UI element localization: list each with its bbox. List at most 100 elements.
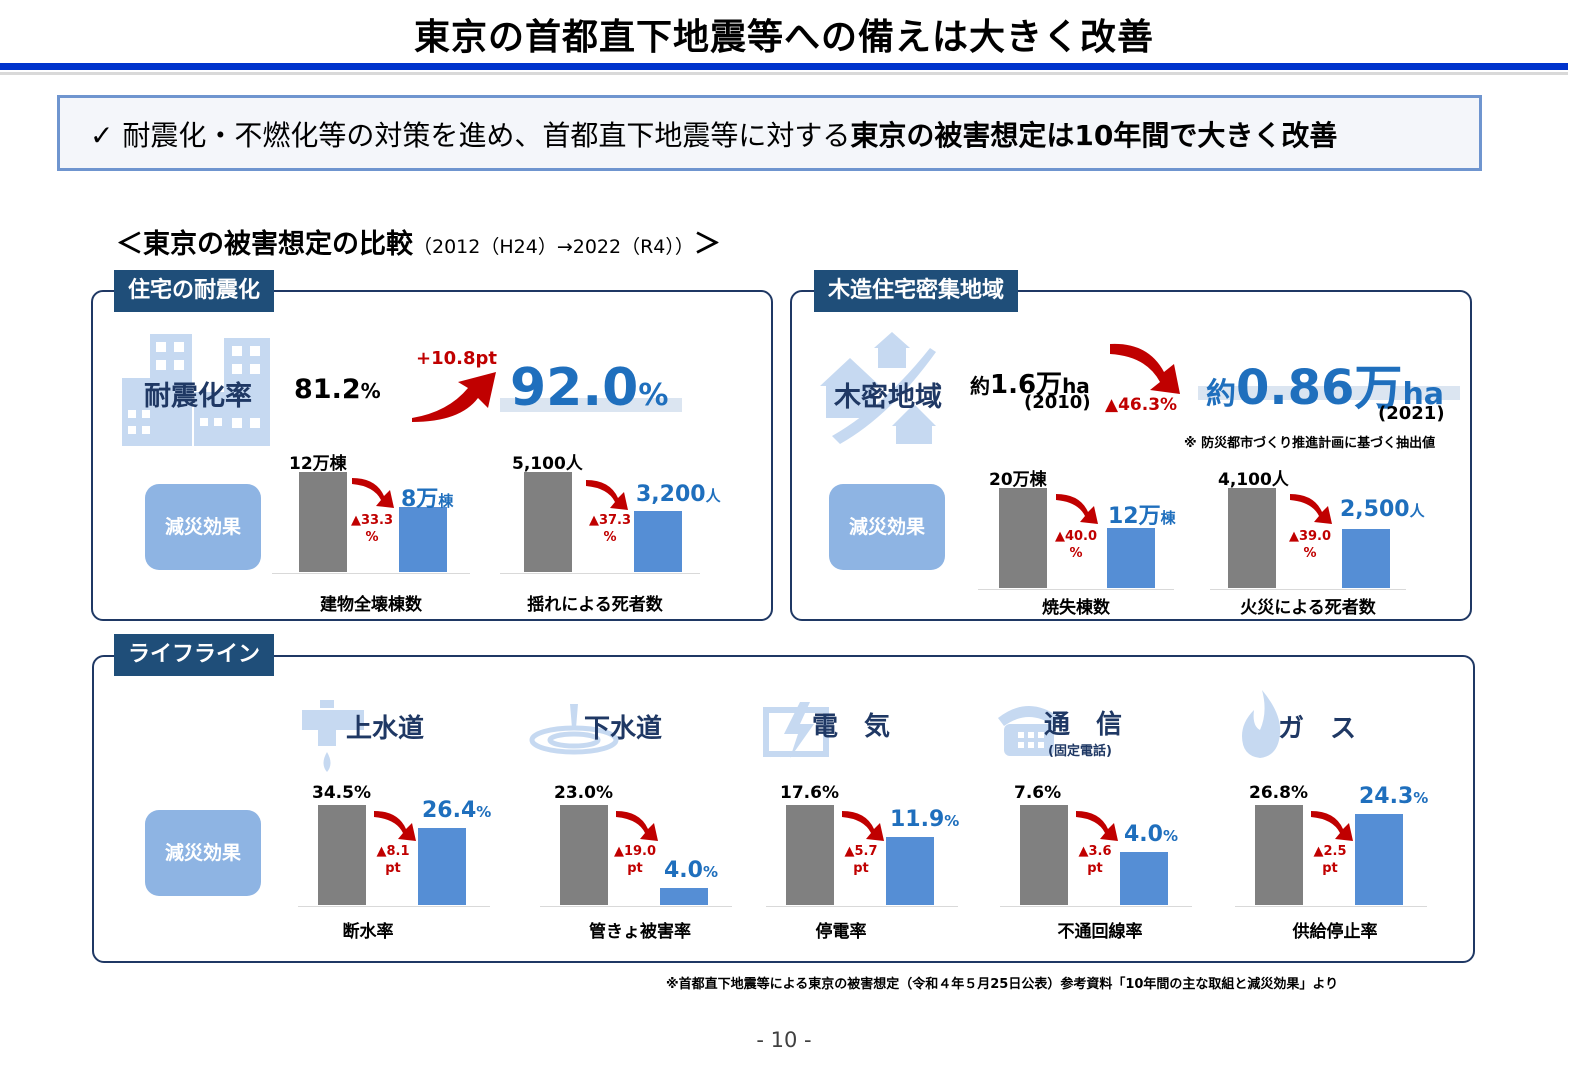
- chart-after-label: 4.0%: [1124, 822, 1178, 847]
- decrease-arrow-icon: [1076, 811, 1118, 841]
- decrease-value: ▲8.1: [376, 844, 410, 859]
- chart-category: 建物全壊棟数: [320, 595, 422, 615]
- decrease-unit: pt: [1087, 861, 1103, 876]
- check-icon: ✓: [90, 119, 114, 152]
- dense-area-note: ※ 防災都市づくり推進計画に基づく抽出値: [1184, 436, 1436, 451]
- chart-axis: [766, 906, 958, 907]
- source-note: ※首都直下地震等による東京の被害想定（令和４年５月25日公表）参考資料「10年間…: [666, 977, 1339, 992]
- bar-after: [1342, 529, 1390, 588]
- chart-before-label: 12万棟: [289, 454, 347, 474]
- chart-axis: [500, 573, 700, 574]
- chart-category: 焼失棟数: [1042, 598, 1110, 618]
- chart-before-label: 5,100人: [512, 454, 583, 474]
- decrease-arrow-icon: [1311, 811, 1353, 841]
- decrease-arrow-icon: [616, 811, 658, 841]
- seismic-rate-label: 耐震化率: [144, 381, 252, 412]
- decrease-value: ▲3.6: [1078, 844, 1112, 859]
- title-rule-shadow: [0, 72, 1568, 75]
- lifeline-subtitle-telecom: (固定電話): [1048, 744, 1112, 759]
- chart-category: 断水率: [342, 922, 394, 942]
- bar-before: [1228, 488, 1276, 588]
- after-value: 26.4: [422, 798, 477, 823]
- after-value: 24.3: [1359, 784, 1414, 809]
- comparison-close: ＞: [693, 229, 721, 260]
- effect-badge-housing: 減災効果: [145, 484, 261, 570]
- lifeline-title-water: 上水道: [346, 714, 425, 744]
- highlight-bar: [500, 398, 682, 412]
- bar-before: [999, 488, 1047, 588]
- dense-area-label: 木密地域: [834, 382, 942, 413]
- chart-axis: [978, 589, 1174, 590]
- bar-before: [318, 805, 366, 905]
- lifeline-title-telecom: 通 信: [1044, 710, 1123, 740]
- bar-after: [1355, 814, 1403, 905]
- lifeline-panel: [92, 655, 1475, 963]
- decrease-unit: pt: [853, 861, 869, 876]
- bar-after: [399, 507, 447, 572]
- page-number: - 10 -: [756, 1028, 812, 1052]
- chart-decrease: ▲19.0 pt: [612, 843, 658, 877]
- comparison-heading-text: ＜東京の被害想定の比較: [116, 229, 413, 260]
- chart-before-label: 7.6%: [1014, 783, 1062, 803]
- building-icon: [122, 334, 270, 446]
- after-value: 4.0: [1124, 822, 1163, 847]
- chart-category: 不通回線率: [1057, 922, 1143, 942]
- summary-normal: 耐震化・不燃化等の対策を進め、首都直下地震等に対する: [122, 119, 851, 152]
- bar-after: [1120, 852, 1168, 905]
- dense-area-before: 約1.6万ha: [970, 370, 1090, 400]
- chart-after-label: 8万棟: [401, 487, 454, 512]
- chart-decrease: ▲39.0%: [1288, 529, 1332, 561]
- summary-text: ✓ 耐震化・不燃化等の対策を進め、首都直下地震等に対する東京の被害想定は10年間…: [90, 114, 1337, 154]
- seismic-rate-before: 81.2%: [294, 374, 381, 405]
- after-unit: %: [1162, 827, 1179, 845]
- seismic-rate-delta: +10.8pt: [416, 348, 497, 369]
- chart-category: 揺れによる死者数: [527, 595, 663, 615]
- decrease-arrow-icon: [586, 480, 628, 510]
- chart-axis: [1000, 906, 1192, 907]
- bar-before: [299, 472, 347, 572]
- summary-bold: 東京の被害想定は10年間で大きく改善: [850, 119, 1338, 152]
- chart-category: 管きょ被害率: [589, 922, 691, 942]
- electric-icon: [763, 702, 829, 758]
- decrease-value: ▲19.0: [613, 844, 657, 859]
- after-unit: %: [1413, 789, 1429, 807]
- bar-after: [1107, 528, 1155, 588]
- chart-category: 供給停止率: [1292, 922, 1378, 942]
- chart-axis: [540, 906, 732, 907]
- chart-after-label: 3,200人: [636, 482, 721, 507]
- chart-before-label: 20万棟: [989, 470, 1047, 490]
- chart-before-label: 4,100人: [1218, 470, 1289, 490]
- decrease-value: ▲2.5: [1313, 844, 1347, 859]
- telephone-icon: [998, 706, 1060, 756]
- increase-arrow-icon: [412, 372, 496, 422]
- bar-after: [660, 888, 708, 905]
- bar-before: [560, 805, 608, 905]
- dense-area-before-year: (2010): [1024, 392, 1091, 413]
- chart-before-label: 34.5%: [312, 783, 371, 803]
- water-drop-icon: [529, 704, 619, 755]
- bar-before: [1255, 805, 1303, 905]
- chart-decrease: ▲33.3%: [350, 513, 394, 545]
- chart-decrease: ▲40.0%: [1054, 529, 1098, 561]
- effect-badge-wooden: 減災効果: [829, 484, 945, 570]
- after-value: 11.9: [890, 807, 945, 832]
- lifeline-title-gas: ガ ス: [1278, 714, 1357, 744]
- bar-before: [524, 472, 572, 572]
- chart-before-label: 26.8%: [1249, 783, 1308, 803]
- page-title: 東京の首都直下地震等への備えは大きく改善: [413, 17, 1154, 58]
- chart-decrease: ▲2.5 pt: [1307, 843, 1353, 877]
- wooden-tab: 木造住宅密集地域: [814, 270, 1019, 312]
- lifeline-title-electric: 電 気: [812, 712, 891, 742]
- title-rule: [0, 63, 1568, 70]
- dense-area-after: 約0.86万ha: [1206, 360, 1445, 416]
- decrease-arrow-icon: [1110, 343, 1180, 394]
- effect-badge-lifeline: 減災効果: [145, 810, 261, 896]
- after-unit: %: [476, 803, 492, 821]
- chart-axis: [272, 573, 470, 574]
- chart-before-label: 23.0%: [554, 783, 613, 803]
- dense-area-after-year: (2021): [1378, 403, 1445, 424]
- after-unit: %: [944, 812, 960, 830]
- chart-after-label: 24.3%: [1359, 784, 1428, 809]
- comparison-heading: ＜東京の被害想定の比較（2012（H24）→2022（R4））＞: [116, 222, 721, 261]
- highlight-bar: [1198, 386, 1460, 400]
